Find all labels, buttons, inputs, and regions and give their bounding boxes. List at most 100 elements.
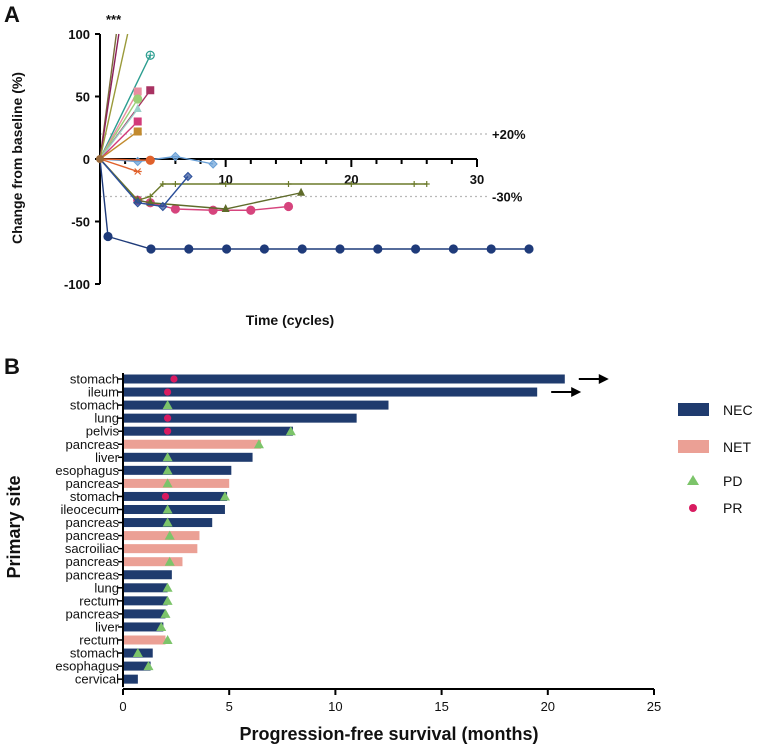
series-line <box>99 54 151 160</box>
legend-swatch <box>689 504 697 512</box>
pfs-bar <box>123 557 183 567</box>
pfs-bar <box>123 505 225 514</box>
site-label: pancreas <box>66 554 120 569</box>
pd-marker <box>162 517 173 527</box>
x-tick-label: 10 <box>218 172 232 187</box>
data-point <box>145 50 155 60</box>
y-tick-label: 50 <box>76 90 90 105</box>
pfs-bar <box>123 452 253 462</box>
series-line <box>99 33 120 160</box>
series-pt17 <box>99 33 120 160</box>
site-label: stomach <box>70 489 119 504</box>
pd-marker <box>156 621 167 631</box>
series-pt8 <box>99 158 142 175</box>
series-pt7 <box>99 155 155 165</box>
data-point <box>159 181 166 187</box>
series-line <box>99 158 189 208</box>
data-point-cross <box>147 52 154 59</box>
pr-marker <box>170 375 178 383</box>
site-label: stomach <box>70 646 119 661</box>
pd-marker <box>162 504 173 514</box>
x-tick-label: 10 <box>328 699 342 714</box>
site-label: liver <box>95 450 120 465</box>
pfs-bar <box>123 635 166 645</box>
data-point <box>283 201 294 212</box>
panel-a-letter: A <box>4 2 20 27</box>
legend-label: NET <box>723 439 751 455</box>
site-label: pancreas <box>66 437 120 452</box>
data-point <box>133 87 142 96</box>
site-label: stomach <box>70 372 119 387</box>
data-point <box>285 181 292 187</box>
legend-label: PD <box>723 473 742 489</box>
panel-a-x-axis-title: Time (cycles) <box>246 312 334 328</box>
threshold-label: -30% <box>492 190 523 205</box>
series-line <box>99 121 139 160</box>
data-point <box>222 244 232 254</box>
series-pt3 <box>99 158 306 212</box>
pfs-bar <box>123 426 293 436</box>
series-pt14 <box>99 117 142 160</box>
series-line <box>99 98 139 160</box>
y-tick-label: 0 <box>83 152 90 167</box>
data-point <box>411 181 418 187</box>
site-label: esophagus <box>55 463 119 478</box>
site-label: esophagus <box>55 659 119 674</box>
pfs-bar <box>123 400 389 410</box>
data-point <box>524 244 534 254</box>
pfs-bar <box>123 596 168 606</box>
series-pt18 <box>99 33 129 160</box>
site-label: pancreas <box>66 528 120 543</box>
pd-marker <box>160 608 171 618</box>
pfs-bars <box>123 374 565 684</box>
data-point <box>145 155 155 165</box>
significance-annotation: *** <box>106 12 122 27</box>
data-point <box>133 168 142 175</box>
site-label: pancreas <box>66 567 120 582</box>
data-point <box>103 231 113 242</box>
series-pt9 <box>99 50 155 160</box>
panel-b: B stomachileumstomachlungpelvispancreasl… <box>4 354 753 744</box>
site-label: lung <box>94 411 119 426</box>
pd-marker <box>162 635 173 644</box>
pfs-bar <box>123 544 198 554</box>
data-point <box>208 159 218 169</box>
data-point <box>133 127 142 136</box>
pfs-bar <box>123 661 151 671</box>
pfs-bar <box>123 374 565 384</box>
data-point <box>133 94 143 104</box>
pd-marker <box>162 465 173 475</box>
series-pt4 <box>99 158 430 204</box>
series-pt1 <box>99 158 534 254</box>
pd-marker <box>162 595 173 605</box>
site-label: ileocecum <box>60 502 119 517</box>
pfs-bar <box>123 491 228 501</box>
pfs-bar <box>123 531 200 541</box>
data-point <box>133 117 142 126</box>
data-point <box>423 181 430 187</box>
data-point <box>373 244 383 254</box>
series-pt13 <box>99 104 142 160</box>
pr-marker <box>164 388 172 396</box>
series-line <box>99 158 151 161</box>
site-label: rectum <box>79 593 119 608</box>
pd-marker <box>164 530 175 540</box>
series-pt15 <box>99 127 142 160</box>
pd-marker <box>143 661 154 671</box>
pr-marker <box>164 427 172 435</box>
data-point <box>158 201 168 212</box>
pd-marker <box>253 439 264 449</box>
series-line <box>99 33 129 160</box>
data-point <box>259 244 269 254</box>
x-tick-label: 0 <box>119 699 126 714</box>
pfs-bar <box>123 570 172 580</box>
series-pt12 <box>99 94 143 160</box>
series-line <box>99 130 139 160</box>
pr-marker <box>164 414 172 422</box>
site-label: sacroiliac <box>65 541 120 556</box>
series-line <box>99 158 138 173</box>
x-tick-label: 20 <box>541 699 555 714</box>
site-label: pancreas <box>66 515 120 530</box>
data-point <box>172 181 179 187</box>
